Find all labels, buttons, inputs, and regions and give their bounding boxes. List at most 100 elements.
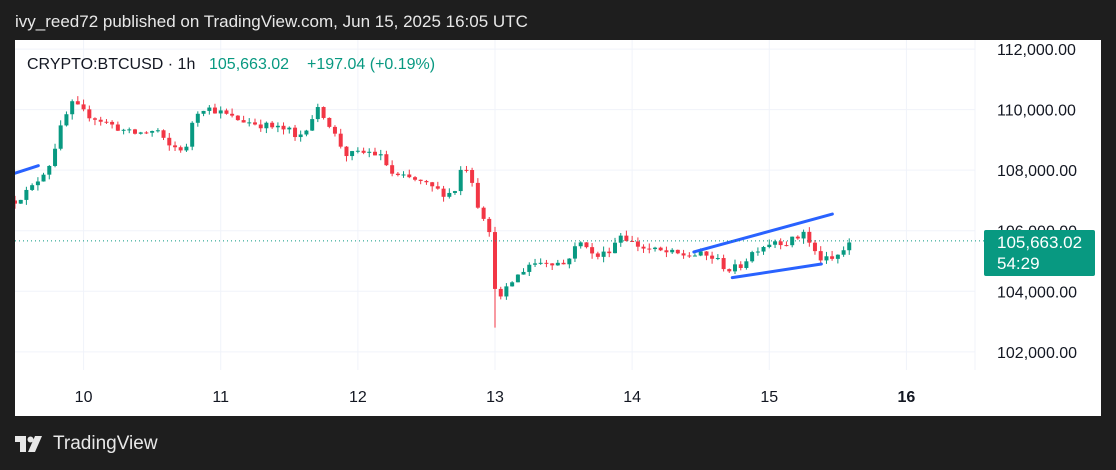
candle-body: [470, 170, 475, 183]
y-tick-label: 102,000.00: [997, 345, 1077, 362]
candle-body: [92, 118, 97, 120]
candle-body: [658, 247, 663, 251]
candle-body: [58, 125, 63, 149]
candle: [550, 263, 555, 271]
candle: [64, 111, 69, 127]
candle-body: [121, 129, 126, 131]
candle: [601, 246, 606, 263]
candle: [35, 177, 40, 191]
candle: [784, 241, 789, 247]
candle: [618, 232, 623, 247]
candle-body: [241, 120, 246, 123]
candle-body: [287, 127, 292, 130]
publisher-header: ivy_reed72 published on TradingView.com,…: [15, 12, 528, 31]
chart-frame[interactable]: 112,000.00110,000.00108,000.00106,000.00…: [15, 40, 1101, 416]
candle: [452, 190, 457, 195]
candlestick-chart[interactable]: 112,000.00110,000.00108,000.00106,000.00…: [15, 40, 1101, 416]
candle: [355, 147, 360, 154]
candle: [510, 281, 515, 287]
candle-body: [104, 121, 109, 123]
candle-body: [293, 127, 298, 138]
x-tick-label: 10: [75, 389, 93, 406]
candle: [630, 235, 635, 242]
candle-body: [64, 114, 69, 126]
candle-body: [138, 132, 143, 134]
candle-body: [401, 174, 406, 176]
candle-body: [310, 119, 315, 131]
candle-body: [230, 113, 235, 116]
candle-body: [413, 177, 418, 180]
price-tag-bg: [984, 230, 1095, 276]
candle: [481, 206, 486, 221]
candle: [704, 251, 709, 261]
candle: [321, 106, 326, 120]
candle-body: [281, 125, 286, 130]
candle-body: [87, 109, 92, 119]
candle: [367, 148, 372, 158]
candle-body: [595, 253, 600, 257]
candle: [70, 99, 75, 120]
candle: [315, 103, 320, 123]
candle: [841, 246, 846, 257]
tradingview-logo-icon: [15, 436, 42, 452]
candle: [207, 105, 212, 115]
candle: [401, 171, 406, 178]
candle: [738, 261, 743, 271]
candle-body: [75, 101, 80, 105]
candle: [487, 217, 492, 237]
candle-body: [321, 107, 326, 118]
candle-body: [567, 258, 572, 265]
candle-body: [715, 258, 720, 260]
candle: [395, 172, 400, 177]
candle-body: [395, 173, 400, 176]
candle: [275, 122, 280, 133]
candle-body: [47, 165, 52, 175]
candle: [692, 253, 697, 257]
x-tick-label: 16: [898, 389, 916, 406]
candle-body: [133, 129, 137, 134]
candle: [613, 237, 617, 254]
candle: [818, 246, 823, 264]
candle-body: [664, 250, 669, 253]
candle: [224, 108, 229, 115]
candle-layer: [15, 96, 852, 328]
candle-body: [207, 107, 212, 111]
candle: [595, 251, 600, 260]
candle-body: [613, 242, 617, 254]
candle: [807, 227, 812, 247]
candle: [721, 254, 726, 272]
candle: [493, 226, 497, 328]
candle: [475, 178, 480, 209]
candle: [504, 283, 509, 300]
x-tick-label: 14: [623, 389, 641, 406]
candle: [115, 121, 120, 132]
candle: [710, 251, 715, 264]
candle-body: [373, 151, 377, 156]
candle-body: [647, 248, 652, 250]
candle-body: [173, 145, 178, 148]
candle: [470, 167, 475, 187]
candle-body: [481, 207, 486, 219]
candle-body: [790, 236, 795, 246]
candle: [138, 131, 143, 135]
candle: [795, 235, 800, 240]
candle-body: [738, 264, 743, 268]
candle: [515, 274, 520, 283]
candle: [727, 268, 732, 274]
candle-body: [533, 263, 538, 265]
candle: [298, 130, 303, 142]
candle-body: [167, 137, 172, 146]
candle: [761, 245, 766, 255]
candle: [835, 254, 840, 264]
candle: [658, 246, 663, 252]
candle: [53, 143, 58, 168]
candle: [235, 115, 240, 121]
candle-body: [493, 232, 497, 289]
candle: [647, 243, 652, 254]
price-tag-value: 105,663.02: [997, 233, 1082, 252]
x-tick-label: 15: [760, 389, 778, 406]
candle: [178, 145, 183, 153]
candle: [270, 121, 275, 129]
candle-body: [350, 151, 355, 157]
candle: [572, 242, 577, 262]
